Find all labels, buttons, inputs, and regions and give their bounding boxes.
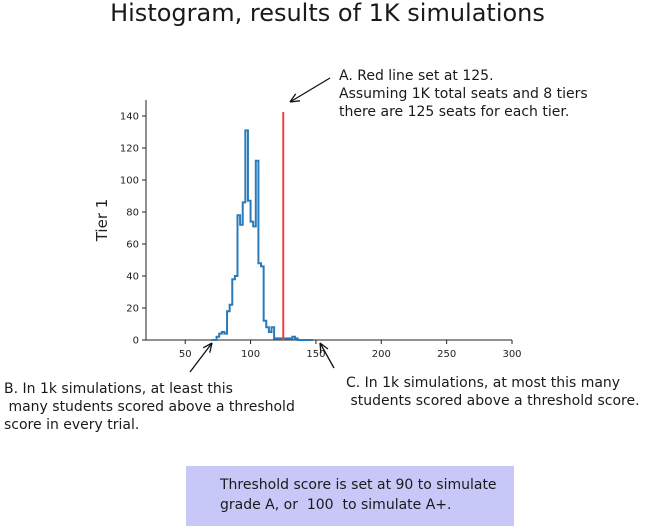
annotation-c: C. In 1k simulations, at most this many … xyxy=(346,375,640,409)
page-title: Histogram, results of 1K simulations xyxy=(110,0,545,27)
arrow-c-head xyxy=(319,342,329,354)
y-tick-label: 60 xyxy=(126,240,139,251)
x-tick-label: 300 xyxy=(502,349,521,360)
arrow-a-head xyxy=(289,93,301,103)
y-tick-label: 80 xyxy=(126,208,139,219)
annotation-b: B. In 1k simulations, at least this many… xyxy=(4,381,295,433)
arrow-b-head xyxy=(202,342,213,353)
x-tick-label: 100 xyxy=(241,349,260,360)
y-tick-label: 140 xyxy=(120,112,139,123)
x-tick-label: 200 xyxy=(372,349,391,360)
y-tick-label: 100 xyxy=(120,176,139,187)
annotation-a: A. Red line set at 125. Assuming 1K tota… xyxy=(339,68,588,120)
y-tick-label: 0 xyxy=(133,336,139,347)
x-tick-label: 150 xyxy=(306,349,325,360)
y-tick-label: 40 xyxy=(126,272,139,283)
threshold-note-box: Threshold score is set at 90 to simulate… xyxy=(186,466,514,526)
arrow-c xyxy=(319,342,335,369)
y-axis-label: Tier 1 xyxy=(93,199,111,243)
y-tick-label: 20 xyxy=(126,304,139,315)
histogram-step-line xyxy=(211,129,314,341)
x-tick-label: 250 xyxy=(437,349,456,360)
arrow-a xyxy=(289,77,331,103)
x-tick-label: 50 xyxy=(179,349,192,360)
threshold-note-text: Threshold score is set at 90 to simulate… xyxy=(220,477,497,513)
arrow-b xyxy=(189,342,213,373)
y-tick-label: 120 xyxy=(120,144,139,155)
